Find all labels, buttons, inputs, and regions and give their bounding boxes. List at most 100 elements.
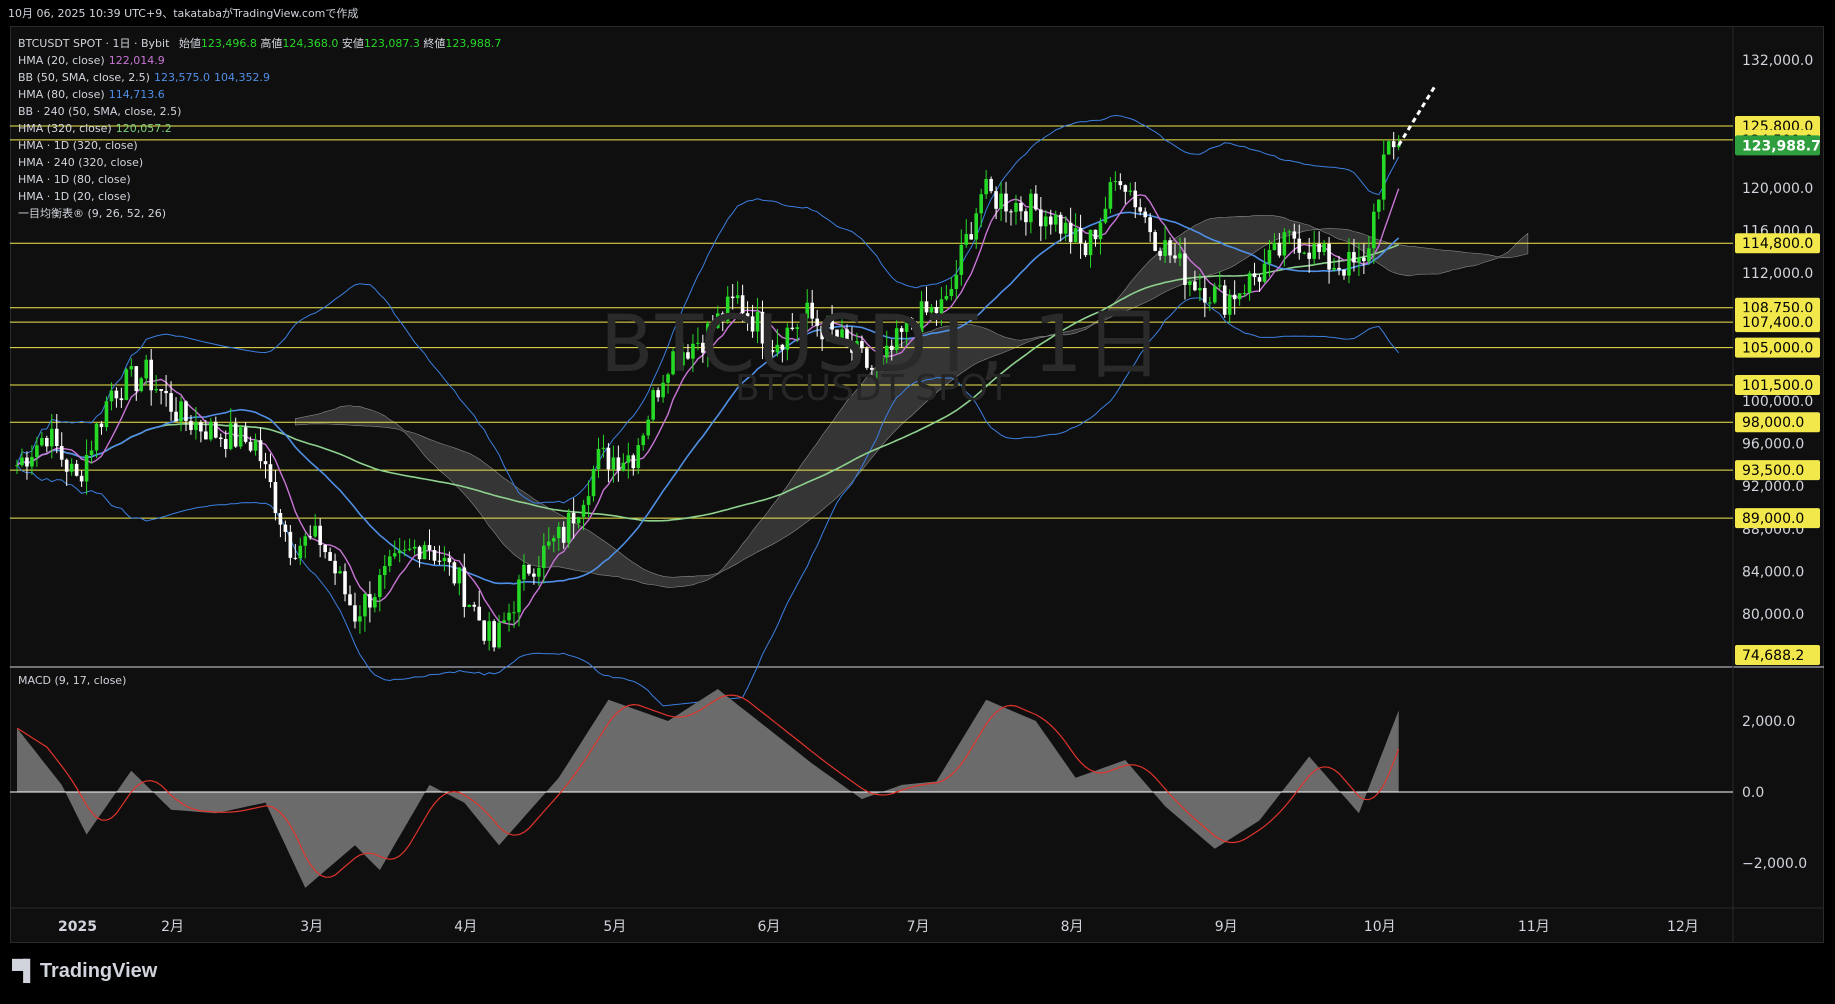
tradingview-logo[interactable]: ▀▌ TradingView: [12, 960, 157, 983]
symbol-ohlc-row[interactable]: BTCUSDT SPOT · 1日 · Bybit 始値123,496.8 高値…: [18, 35, 501, 52]
macd-signal-line: [16, 694, 1400, 878]
candle-body: [855, 341, 859, 353]
candle-body: [1198, 288, 1202, 291]
candle-body: [939, 299, 944, 314]
indicator-value: 122,014.9: [108, 54, 165, 67]
candle-body: [412, 546, 417, 549]
indicator-label: HMA · 240 (320, close): [18, 156, 144, 169]
candle-body: [879, 357, 884, 368]
last-price-label: 123,988.7: [1742, 138, 1821, 154]
indicator-row[interactable]: HMA · 1D (20, close): [18, 188, 501, 205]
macd-tick-label: −2,000.0: [1742, 856, 1807, 872]
candle-body: [89, 450, 94, 455]
time-tick-label: 5月: [603, 919, 626, 935]
candle-body: [1158, 250, 1162, 256]
candle-body: [169, 393, 173, 412]
candle-body: [865, 348, 869, 368]
candle-body: [944, 296, 949, 300]
candle-body: [537, 567, 541, 577]
macd-legend[interactable]: MACD (9, 17, close): [18, 674, 127, 687]
indicator-row[interactable]: HMA · 1D (320, close): [18, 137, 501, 154]
candle-body: [353, 605, 357, 622]
candle-body: [666, 374, 670, 383]
candle-body: [328, 552, 332, 561]
candle-body: [1282, 232, 1287, 256]
low-marker-label: 74,688.2: [1742, 648, 1804, 664]
candle-body: [1372, 211, 1376, 249]
candle-body: [194, 422, 198, 431]
candle-body: [1342, 269, 1346, 276]
candle-body: [894, 328, 899, 351]
candle-body: [119, 398, 124, 401]
candle-body: [1053, 214, 1058, 225]
price-tick-label: 100,000.0: [1742, 394, 1813, 410]
close-label: 終値: [423, 37, 446, 50]
candle-body: [790, 327, 795, 330]
candle-body: [45, 438, 49, 447]
indicator-row[interactable]: HMA · 1D (80, close): [18, 171, 501, 188]
candle-body: [223, 439, 228, 449]
candle-body: [1068, 222, 1073, 243]
candle-body: [378, 575, 382, 597]
candle-body: [1073, 228, 1078, 243]
time-tick-label: 9月: [1215, 919, 1238, 935]
candle-body: [591, 468, 596, 497]
indicator-value: 123,575.0: [153, 71, 210, 84]
candle-body: [551, 538, 556, 542]
symbol-title: BTCUSDT SPOT · 1日 · Bybit: [18, 37, 170, 50]
indicator-label: HMA (20, close): [18, 54, 105, 67]
open-label: 始値: [178, 37, 201, 50]
candle-body: [288, 531, 293, 558]
indicator-label: HMA · 1D (20, close): [18, 190, 131, 203]
time-axis: 2025 2月 3月 4月 5月 6月 7月 8月 9月 10月 11月 12月: [58, 919, 1699, 935]
candle-body: [1292, 231, 1297, 239]
candle-body: [437, 560, 442, 562]
candle-body: [293, 557, 298, 559]
candle-body: [1222, 285, 1227, 315]
candle-body: [407, 548, 412, 550]
last-price-tag: [1735, 135, 1820, 156]
candle-body: [1014, 202, 1018, 212]
candle-body: [238, 427, 243, 447]
candle-body: [581, 504, 586, 517]
candle-body: [1362, 257, 1366, 262]
indicator-row[interactable]: HMA (80, close) 114,713.6: [18, 86, 501, 103]
indicator-row[interactable]: HMA (20, close) 122,014.9: [18, 52, 501, 69]
candle-body: [1247, 273, 1252, 294]
candle-body: [502, 620, 506, 623]
candle-body: [422, 545, 427, 560]
candle-body: [1048, 216, 1053, 225]
candle-body: [934, 307, 939, 314]
candle-body: [1337, 267, 1341, 270]
candle-body: [74, 463, 79, 476]
candle-body: [1188, 281, 1192, 285]
candle-body: [1317, 243, 1321, 252]
candle-body: [15, 465, 19, 467]
candle-body: [432, 550, 437, 561]
candle-body: [492, 621, 496, 648]
candle-body: [676, 351, 680, 366]
candle-body: [527, 564, 531, 574]
candle-body: [333, 560, 337, 574]
candle-body: [984, 179, 988, 195]
candle-body: [427, 545, 432, 551]
bb-upper-line: [16, 114, 1400, 504]
candle-body: [99, 423, 104, 428]
candle-body: [482, 620, 486, 641]
close-value: 123,988.7: [445, 37, 502, 50]
candle-body: [348, 594, 352, 606]
indicator-row[interactable]: 一目均衡表® (9, 26, 52, 26): [18, 205, 501, 222]
time-tick-label: 6月: [757, 919, 780, 935]
candle-body: [1376, 199, 1381, 212]
indicator-row[interactable]: HMA · 240 (320, close): [18, 154, 501, 171]
candle-body: [144, 359, 149, 379]
candle-body: [830, 318, 834, 330]
candle-body: [318, 525, 322, 546]
indicator-row[interactable]: BB · 240 (50, SMA, close, 2.5): [18, 103, 501, 120]
indicator-row[interactable]: BB (50, SMA, close, 2.5) 123,575.0 104,352…: [18, 69, 501, 86]
candle-body: [800, 318, 805, 328]
candle-body: [1123, 185, 1128, 192]
candle-body: [904, 318, 909, 332]
indicator-row[interactable]: HMA (320, close) 120,057.2: [18, 120, 501, 137]
